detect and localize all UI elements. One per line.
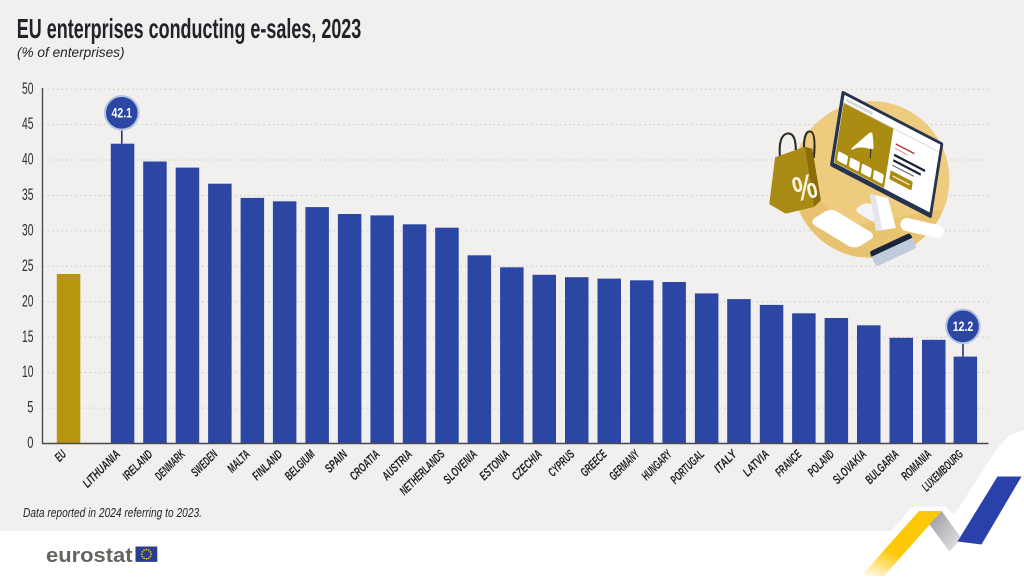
svg-text:20: 20: [22, 291, 34, 310]
svg-text:50: 50: [22, 79, 34, 98]
svg-text:42.1: 42.1: [112, 106, 133, 121]
svg-text:12.2: 12.2: [953, 319, 974, 334]
svg-text:25: 25: [22, 256, 34, 275]
svg-text:45: 45: [22, 114, 34, 133]
svg-text:10: 10: [22, 362, 34, 381]
svg-text:35: 35: [22, 185, 34, 204]
svg-text:5: 5: [27, 398, 33, 417]
svg-text:0: 0: [27, 433, 33, 452]
svg-text:Data reported in 2024 referrin: Data reported in 2024 referring to 2023.: [23, 505, 202, 520]
svg-text:40: 40: [22, 150, 34, 169]
svg-text:30: 30: [22, 221, 34, 240]
svg-text:(% of enterprises): (% of enterprises): [17, 44, 125, 60]
svg-text:15: 15: [22, 327, 34, 346]
svg-text:EU enterprises conducting e-sa: EU enterprises conducting e-sales, 2023: [17, 13, 362, 44]
svg-text:eurostat: eurostat: [46, 545, 133, 567]
